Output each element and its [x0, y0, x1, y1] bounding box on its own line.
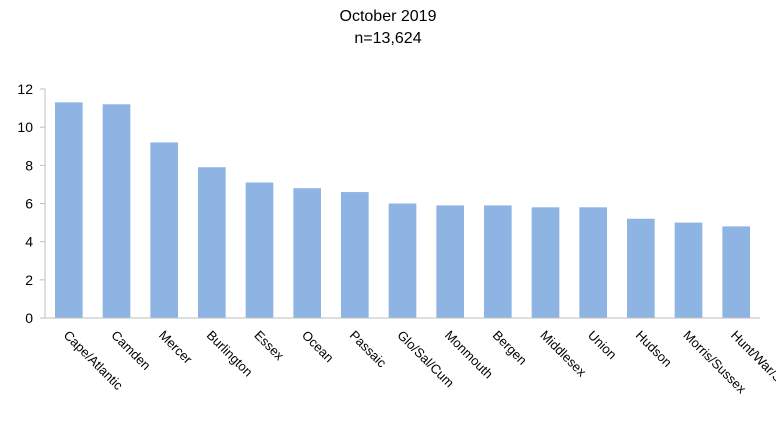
- bar: [55, 102, 83, 318]
- y-tick-label: 2: [25, 272, 33, 288]
- bar: [436, 205, 464, 318]
- bar: [245, 182, 274, 318]
- bar: [484, 205, 512, 318]
- y-tick-label: 12: [17, 81, 33, 97]
- x-tick-label: Camden: [108, 328, 153, 373]
- chart-title: October 2019: [339, 8, 437, 25]
- bar: [341, 192, 369, 318]
- bar: [150, 142, 178, 318]
- x-tick-label: Bergen: [490, 328, 530, 368]
- bar: [579, 207, 607, 318]
- bar: [674, 222, 703, 318]
- x-tick-label: Essex: [251, 328, 287, 364]
- x-tick-label: Ocean: [299, 328, 337, 366]
- x-tick-label: Union: [585, 328, 620, 363]
- bar: [627, 218, 655, 318]
- chart-title-block: October 2019 n=13,624: [0, 6, 776, 50]
- y-tick-label: 0: [25, 310, 33, 326]
- y-tick-label: 4: [25, 234, 33, 250]
- y-tick-label: 10: [17, 119, 33, 135]
- bar: [722, 226, 750, 318]
- bar: [198, 167, 226, 318]
- chart-subtitle: n=13,624: [354, 30, 422, 47]
- bar: [388, 203, 417, 318]
- x-tick-label: Passaic: [347, 328, 390, 371]
- x-tick-label: Hudson: [633, 328, 675, 370]
- x-tick-label: Burlington: [204, 328, 256, 380]
- bar: [531, 207, 560, 318]
- y-tick-label: 6: [25, 196, 33, 212]
- y-tick-label: 8: [25, 157, 33, 173]
- bar: [293, 188, 321, 318]
- x-tick-label: Middlesex: [537, 328, 589, 380]
- x-tick-label: Mercer: [156, 328, 196, 368]
- bar: [102, 104, 131, 319]
